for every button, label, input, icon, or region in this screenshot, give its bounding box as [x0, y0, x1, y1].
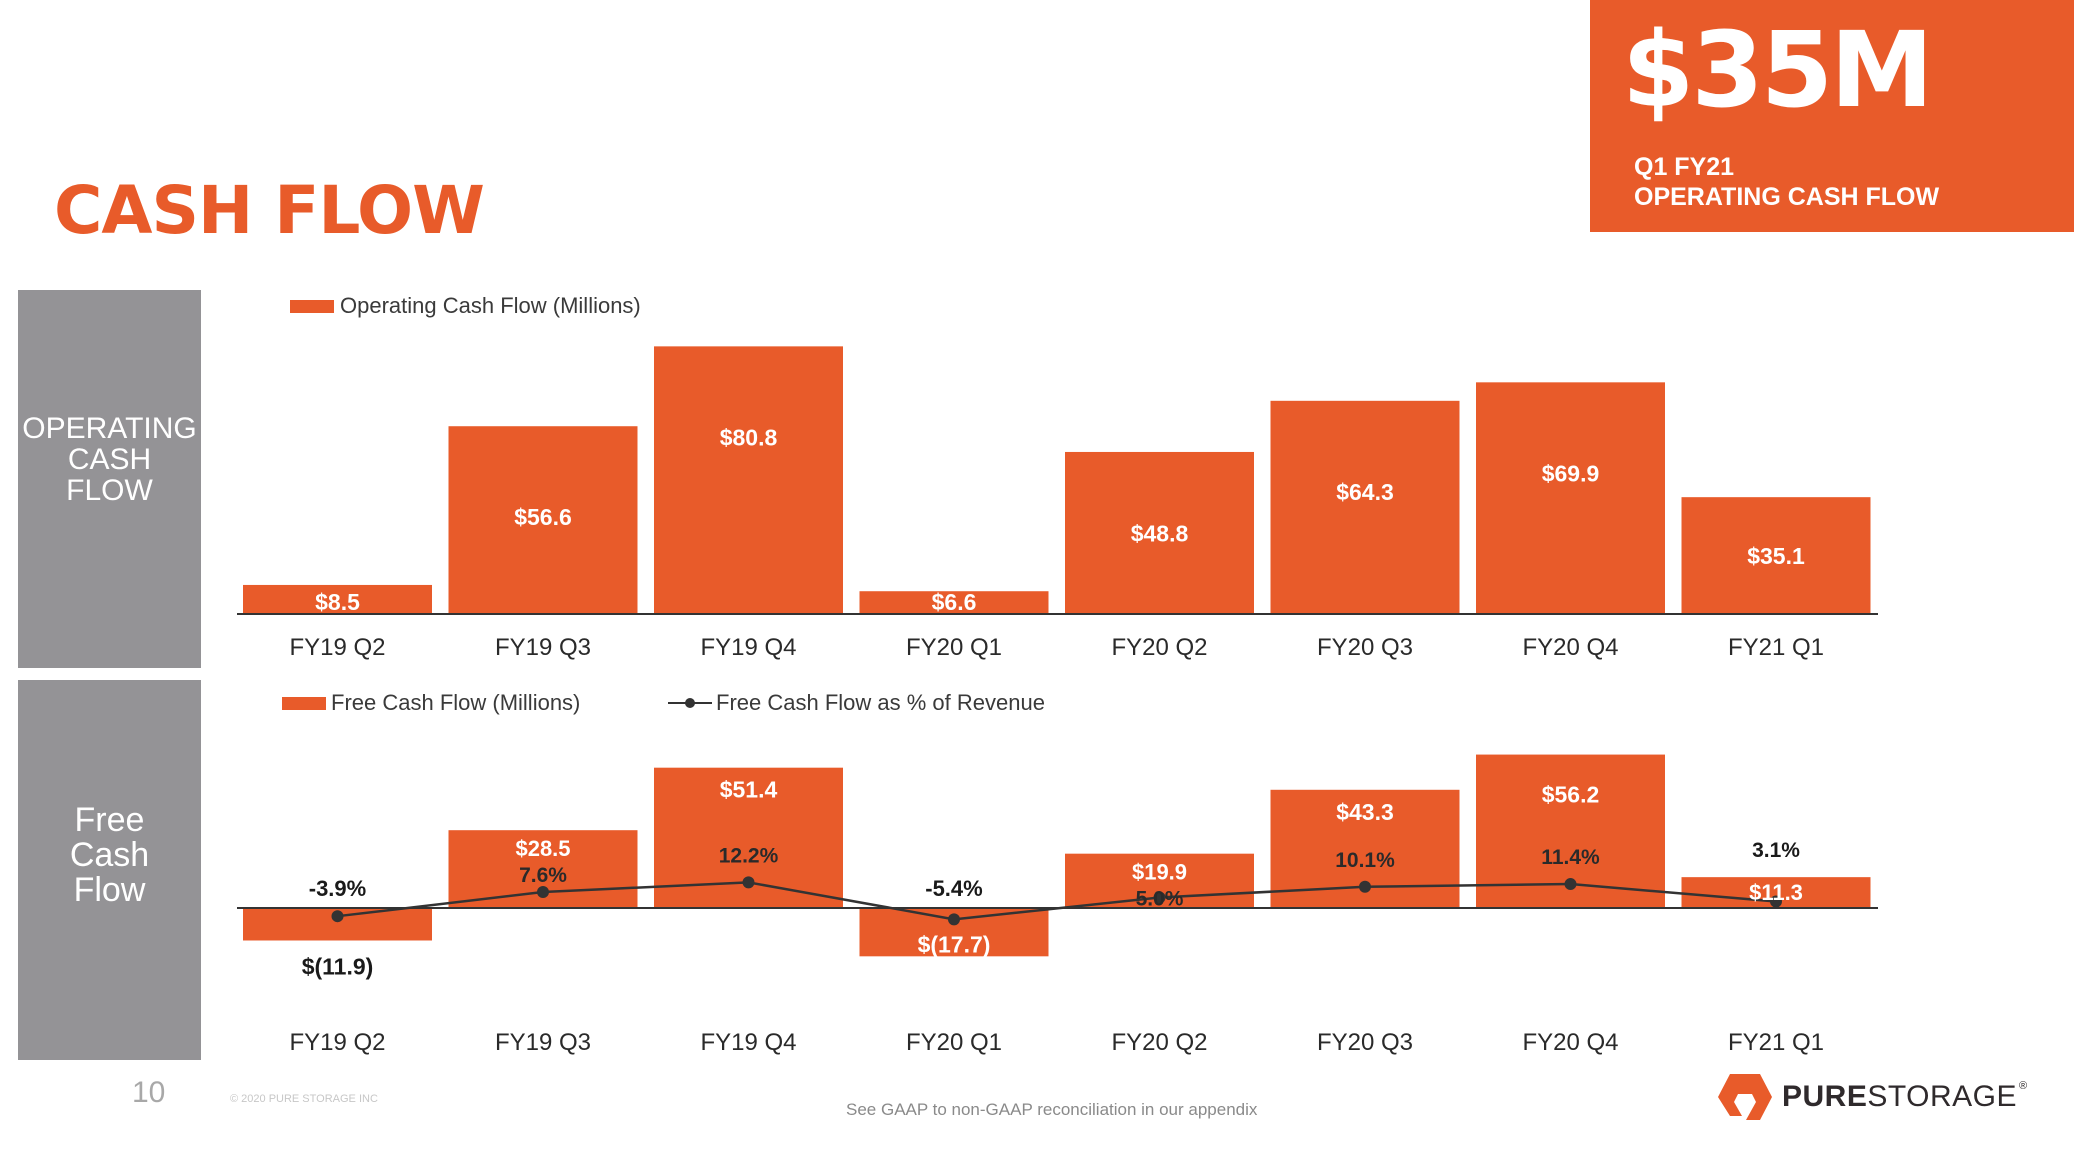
category-label: FY20 Q1 [906, 1029, 1002, 1056]
percent-label: 11.4% [1541, 846, 1600, 869]
category-label: FY20 Q4 [1522, 1029, 1618, 1056]
category-label: FY19 Q2 [289, 634, 385, 661]
series-line [337, 881, 1777, 921]
legend-swatch [290, 300, 334, 313]
panel-label-line: Free [74, 800, 145, 839]
logo-word-bold: PURE [1782, 1080, 1868, 1113]
percent-label: 10.1% [1335, 849, 1395, 872]
data-label: $51.4 [720, 777, 778, 803]
percent-label: -5.4% [925, 876, 982, 901]
footnote: See GAAP to non-GAAP reconciliation in o… [846, 1100, 1258, 1119]
percent-label: 7.6% [519, 864, 567, 887]
data-label: $6.6 [932, 589, 977, 615]
bar [1681, 497, 1871, 613]
page-number: 10 [132, 1076, 166, 1109]
bar [1065, 451, 1254, 613]
category-label: FY20 Q3 [1317, 1029, 1413, 1056]
free-cash-flow-panel: Free Cash Flow [18, 680, 201, 1060]
data-label: $48.8 [1131, 520, 1189, 546]
category-label: FY21 Q1 [1728, 634, 1824, 661]
category-label: FY19 Q2 [289, 1029, 385, 1056]
panel-label-line: CASH [67, 442, 152, 476]
bar [859, 591, 1049, 613]
data-label: $(11.9) [302, 953, 374, 979]
category-label: FY19 Q3 [495, 1029, 591, 1056]
bar [1270, 400, 1460, 613]
legend-swatch [282, 697, 326, 710]
percent-label: 3.1% [1752, 839, 1800, 862]
category-label: FY20 Q1 [906, 634, 1002, 661]
data-label: $56.2 [1542, 782, 1600, 808]
panel-label-line: FLOW [66, 473, 153, 507]
line-marker [1564, 878, 1577, 891]
panel-label-line: Cash [69, 835, 150, 874]
data-label: $64.3 [1336, 479, 1394, 505]
legend-label: Free Cash Flow as % of Revenue [716, 690, 1045, 715]
data-label: $19.9 [1132, 860, 1187, 885]
data-label: $28.5 [515, 836, 570, 861]
data-label: $(17.7) [918, 931, 991, 957]
category-label: FY19 Q3 [495, 634, 591, 661]
logo-word-regular: STORAGE [1867, 1080, 2018, 1113]
category-label: FY20 Q2 [1111, 1029, 1207, 1056]
line-marker [537, 886, 549, 899]
pure-storage-logo: PURESTORAGE ® [1716, 1072, 2028, 1122]
line-marker [1153, 891, 1166, 904]
data-label: $8.5 [315, 589, 360, 615]
free-cash-flow-panel-label: Free Cash Flow [69, 800, 150, 909]
data-label: $35.1 [1747, 543, 1805, 569]
panel-label-line: Flow [73, 870, 146, 909]
line-marker [1770, 895, 1782, 908]
logo-wordmark: PURESTORAGE ® [1782, 1080, 2028, 1114]
data-label: $56.6 [514, 504, 572, 530]
page-title: CASH FLOW [54, 172, 485, 249]
category-label: FY19 Q4 [700, 634, 796, 661]
copyright-text: © 2020 PURE STORAGE INC [230, 1093, 378, 1105]
category-label: FY20 Q3 [1317, 634, 1413, 661]
data-label: $11.3 [1749, 880, 1803, 905]
callout-metric: OPERATING CASH FLOW [1634, 183, 1940, 211]
logo-registered-mark: ® [2019, 1080, 2028, 1092]
line-marker [948, 913, 960, 926]
operating-cash-flow-panel: OPERATING CASH FLOW [18, 290, 201, 668]
callout-period: Q1 FY21 [1634, 153, 1735, 181]
data-label: $43.3 [1336, 799, 1394, 825]
headline-callout: $35M Q1 FY21 OPERATING CASH FLOW [1590, 0, 2074, 232]
percent-label: -3.9% [309, 876, 366, 901]
pure-storage-logo-icon [1718, 1074, 1772, 1120]
line-marker [1359, 880, 1371, 893]
percent-label: 12.2% [719, 844, 779, 867]
callout-caption: Q1 FY21 OPERATING CASH FLOW [1634, 152, 1939, 212]
data-label: $69.9 [1542, 460, 1600, 486]
category-label: FY19 Q4 [700, 1029, 796, 1056]
bar [448, 426, 638, 613]
category-label: FY20 Q2 [1111, 634, 1207, 661]
legend-label: Operating Cash Flow (Millions) [340, 293, 641, 318]
line-marker [742, 876, 755, 889]
operating-cash-flow-panel-label: OPERATING CASH FLOW [22, 413, 196, 506]
bar [654, 346, 843, 613]
legend-label: Free Cash Flow (Millions) [331, 690, 580, 715]
category-label: FY20 Q4 [1522, 634, 1618, 661]
percent-label: 5.0% [1136, 888, 1184, 911]
bar [1476, 382, 1665, 613]
line-marker [331, 910, 344, 923]
category-label: FY21 Q1 [1728, 1029, 1824, 1056]
data-label: $80.8 [720, 424, 778, 450]
panel-label-line: OPERATING [22, 411, 197, 445]
legend-marker [685, 698, 695, 708]
bar [243, 584, 432, 613]
callout-value: $35M [1622, 9, 1934, 131]
